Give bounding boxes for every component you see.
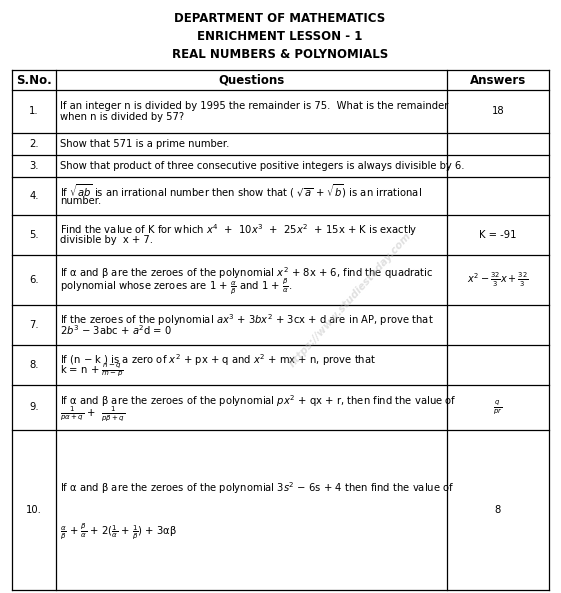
Text: S.No.: S.No.: [16, 74, 52, 87]
Text: Find the value of K for which $x^4$  +  $10x^3$  +  $25x^2$  + 15x + K is exactl: Find the value of K for which $x^4$ + $1…: [60, 222, 417, 238]
Text: If $\sqrt{ab}$ is an irrational number then show that ( $\sqrt{a}$ + $\sqrt{b}$): If $\sqrt{ab}$ is an irrational number t…: [60, 182, 422, 200]
Text: $2b^3$ − 3abc + $a^2$d = 0: $2b^3$ − 3abc + $a^2$d = 0: [60, 324, 172, 337]
Text: Show that 571 is a prime number.: Show that 571 is a prime number.: [60, 139, 229, 149]
Text: $x^2 - \frac{32}{3}x + \frac{32}{3}$: $x^2 - \frac{32}{3}x + \frac{32}{3}$: [467, 271, 528, 289]
Text: If α and β are the zeroes of the polynomial $x^2$ + 8x + 6, find the quadratic: If α and β are the zeroes of the polynom…: [60, 265, 433, 281]
Text: 5.: 5.: [29, 230, 39, 240]
Text: $\frac{q}{pr}$: $\frac{q}{pr}$: [493, 398, 503, 416]
Text: 4.: 4.: [29, 191, 39, 201]
Text: 8: 8: [495, 505, 501, 515]
Text: 3.: 3.: [29, 161, 39, 171]
Text: Show that product of three consecutive positive integers is always divisible by : Show that product of three consecutive p…: [60, 161, 465, 171]
Text: If an integer n is divided by 1995 the remainder is 75.  What is the remainder: If an integer n is divided by 1995 the r…: [60, 101, 448, 111]
Text: DEPARTMENT OF MATHEMATICS: DEPARTMENT OF MATHEMATICS: [174, 12, 385, 25]
Text: $\frac{1}{p\alpha+q}$ +  $\frac{1}{p\beta+q}$: $\frac{1}{p\alpha+q}$ + $\frac{1}{p\beta…: [60, 404, 125, 423]
Text: If α and β are the zeroes of the polynomial $3s^2$ − 6s + 4 then find the value : If α and β are the zeroes of the polynom…: [60, 480, 454, 496]
Text: REAL NUMBERS & POLYNOMIALS: REAL NUMBERS & POLYNOMIALS: [172, 48, 388, 61]
Text: If (n − k ) is a zero of $x^2$ + px + q and $x^2$ + mx + n, prove that: If (n − k ) is a zero of $x^2$ + px + q …: [60, 352, 376, 368]
Text: when n is divided by 57?: when n is divided by 57?: [60, 112, 184, 122]
Text: 2.: 2.: [29, 139, 39, 149]
Text: number.: number.: [60, 196, 102, 206]
Text: ENRICHMENT LESSON - 1: ENRICHMENT LESSON - 1: [197, 30, 363, 43]
Text: divisible by  x + 7.: divisible by x + 7.: [60, 235, 153, 246]
Text: Questions: Questions: [218, 74, 284, 87]
Text: K = -91: K = -91: [479, 230, 517, 240]
Text: 6.: 6.: [29, 275, 39, 285]
Text: k = n + $\frac{n-q}{m-p}$: k = n + $\frac{n-q}{m-p}$: [60, 362, 123, 379]
Text: 9.: 9.: [29, 403, 39, 413]
Text: 8.: 8.: [29, 360, 39, 370]
Text: If α and β are the zeroes of the polynomial $px^2$ + qx + r, then find the value: If α and β are the zeroes of the polynom…: [60, 394, 457, 409]
Text: If the zeroes of the polynomial $ax^3$ + $3bx^2$ + 3cx + d are in AP, prove that: If the zeroes of the polynomial $ax^3$ +…: [60, 312, 434, 327]
Text: 18: 18: [491, 107, 504, 116]
Text: Answers: Answers: [470, 74, 526, 87]
Text: 1.: 1.: [29, 107, 39, 116]
Text: https://www.studiestoday.com: https://www.studiestoday.com: [287, 231, 413, 369]
Text: 10.: 10.: [26, 505, 42, 515]
Text: 7.: 7.: [29, 320, 39, 330]
Text: $\frac{\alpha}{\beta}$ + $\frac{\beta}{\alpha}$ + 2($\frac{1}{\alpha}$ + $\frac{: $\frac{\alpha}{\beta}$ + $\frac{\beta}{\…: [60, 521, 177, 542]
Text: polynomial whose zeroes are 1 + $\frac{\alpha}{\beta}$ and 1 + $\frac{\beta}{\al: polynomial whose zeroes are 1 + $\frac{\…: [60, 276, 292, 297]
